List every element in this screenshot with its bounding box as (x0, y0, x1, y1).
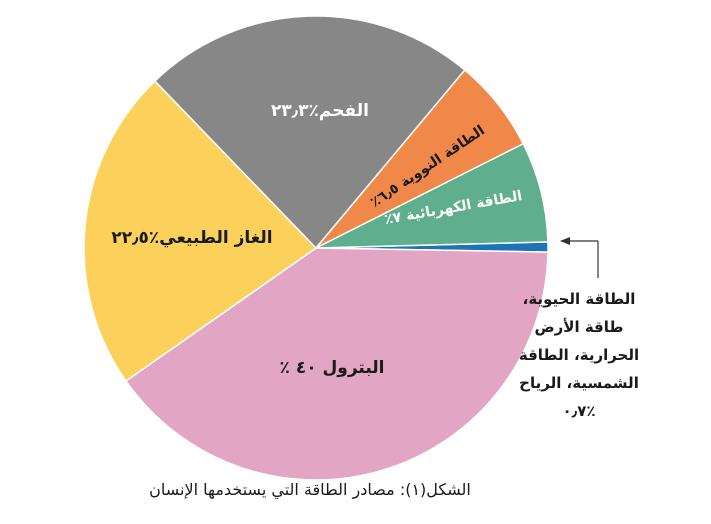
label-natural-gas: الغاز الطبيعي٪٢٢٫٥ (111, 228, 272, 248)
slice-electric (315, 142, 549, 249)
figure-caption: الشكل(١): مصادر الطاقة التي يستخدمها الإ… (149, 480, 471, 499)
annotation-arrowhead (560, 237, 570, 245)
slice-natural-gas (83, 79, 318, 383)
small-sources-annotation: الطاقة الحيوية، طاقة الأرض الحرارية، الط… (518, 290, 640, 420)
label-petroleum: البترول ٤٠ ٪ (280, 358, 385, 378)
label-coal: الفحم٪٢٣٫٣ (271, 101, 369, 121)
slice-petroleum (124, 247, 549, 481)
slice-coal (153, 15, 466, 250)
